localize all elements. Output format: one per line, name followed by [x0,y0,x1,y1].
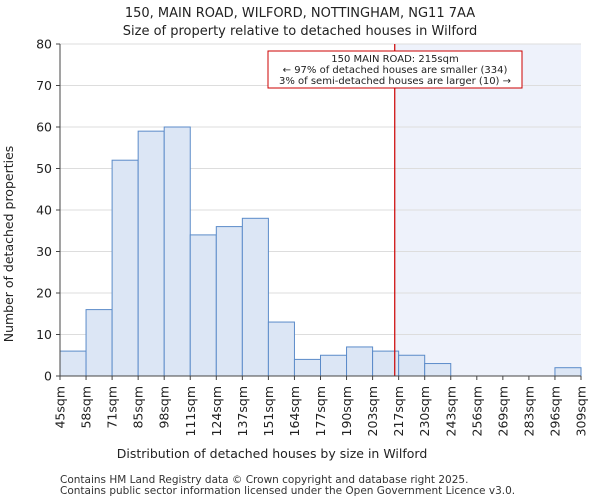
y-axis-label: Number of detached properties [1,146,16,343]
y-tick-label: 0 [44,369,52,384]
x-tick-label: 137sqm [235,386,250,436]
annotation-line-2: ← 97% of detached houses are smaller (33… [283,65,508,76]
x-tick-label: 164sqm [287,386,302,436]
y-tick-label: 40 [36,203,52,218]
bar [346,346,374,377]
annotation-line-1: 150 MAIN ROAD: 215sqm [331,54,458,65]
y-tick-label: 70 [36,78,52,93]
y-tick-label: 30 [36,244,52,259]
x-tick-label: 217sqm [391,386,406,436]
bar [85,309,113,377]
footer-line-2: Contains public sector information licen… [60,485,515,497]
x-tick-label: 124sqm [209,386,224,436]
x-tick-label: 111sqm [183,386,198,436]
chart-title: 150, MAIN ROAD, WILFORD, NOTTINGHAM, NG1… [125,6,475,21]
bar [554,367,582,377]
x-tick-label: 58sqm [79,386,94,429]
bar [189,234,217,377]
x-tick-label: 230sqm [417,386,432,436]
x-tick-label: 256sqm [469,386,484,436]
bar [215,226,243,377]
x-tick-label: 296sqm [547,386,562,436]
x-tick-label: 98sqm [157,386,172,429]
bars [59,126,582,377]
x-tick-label: 309sqm [574,386,589,436]
y-ticks: 0 10 20 30 40 50 60 70 80 [36,37,60,384]
bar [241,217,269,377]
x-tick-label: 45sqm [53,386,68,429]
x-tick-label: 85sqm [131,386,146,429]
bar [320,354,348,377]
x-tick-label: 177sqm [313,386,328,436]
annotation-line-3: 3% of semi-detached houses are larger (1… [279,76,511,87]
bar [137,130,165,377]
y-tick-label: 60 [36,120,52,135]
y-tick-label: 50 [36,161,52,176]
x-tick-label: 151sqm [261,386,276,436]
bar [293,358,322,377]
bar [424,363,452,377]
bar [111,159,139,377]
x-tick-label: 283sqm [521,386,536,436]
x-axis-label: Distribution of detached houses by size … [117,446,428,461]
x-tick-label: 190sqm [339,386,354,436]
x-ticks: 45sqm 58sqm 71sqm 85sqm 98sqm 111sqm 124sqm 137… [53,376,589,436]
y-tick-label: 80 [36,37,52,52]
y-tick-label: 20 [36,286,52,301]
x-tick-label: 203sqm [365,386,380,436]
bar [163,126,191,377]
annotation-frame [267,50,523,89]
x-tick-label: 269sqm [495,386,510,436]
bar [267,321,295,377]
bar [398,354,426,377]
x-tick-label: 243sqm [443,386,458,436]
y-tick-label: 10 [36,327,52,342]
annotation-box: 150 MAIN ROAD: 215sqm ← 97% of detached … [267,50,523,89]
footer-line-1: Contains HM Land Registry data © Crown c… [60,474,468,486]
bar [59,350,87,377]
chart-subtitle: Size of property relative to detached ho… [123,24,477,39]
x-tick-label: 71sqm [105,386,120,429]
